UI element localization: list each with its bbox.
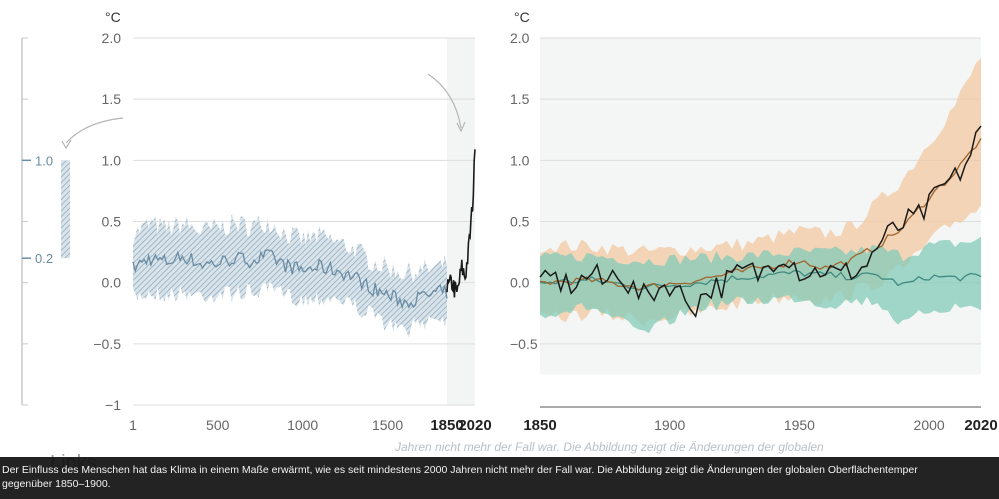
right-y-tick-label: 0.0 (510, 275, 530, 291)
observed-line-left (446, 149, 476, 298)
side-bar-high-label: 1.0 (35, 153, 53, 168)
arrow-to-bar (65, 117, 124, 144)
left-x-tick-label: 500 (206, 417, 230, 433)
observed-line-right (539, 125, 982, 319)
left-x-tick-label: 1500 (372, 417, 403, 433)
human-natural-line (539, 137, 982, 291)
arrow-to-instrumental (427, 73, 462, 129)
left-x-tick-label: 1850 (430, 417, 463, 434)
left-y-tick-label: 0.5 (102, 214, 122, 230)
left-y-tick-label: 0.0 (102, 275, 122, 291)
left-unit-label: °C (105, 9, 121, 25)
left-x-tick-label: 1000 (287, 417, 318, 433)
ghost-text: Jahren nicht mehr der Fall war. Die Abbi… (395, 440, 824, 454)
caption-bar: Der Einfluss des Menschen hat das Klima … (0, 457, 999, 499)
right-y-tick-label: 1.5 (510, 91, 530, 107)
temperature-chart-figure: 2.01.51.00.50.0−0.5−1°C1 500 1000 1500 18502… (21, 9, 998, 434)
right-x-tick-label: 1950 (784, 417, 815, 433)
left-x-tick-label: 1 (129, 417, 137, 433)
caption-line-1: Der Einfluss des Menschen hat das Klima … (2, 464, 918, 476)
right-y-tick-label: 1.0 (510, 152, 530, 168)
left-y-tick-label: −1 (105, 397, 121, 413)
right-x-tick-label: 2000 (914, 417, 945, 433)
reconstruction-line (132, 249, 448, 310)
right-chart-panel: 2.0 1.5 1.0 0.5 0.0 −0.5 °C 1850 1900 1950 2000 202… (510, 9, 998, 434)
caption-line-2: gegenüber 1850–1900. (2, 478, 111, 490)
arrow-to-instrumental-head (456, 121, 466, 133)
left-chart-panel: 2.01.51.00.50.0−0.5−1°C1 500 1000 1500 18502… (21, 9, 492, 434)
right-x-tick-label: 1850 (523, 417, 556, 434)
right-y-tick-label: 0.5 (510, 214, 530, 230)
warming-range-bar (61, 160, 70, 259)
left-y-tick-label: 1.0 (102, 152, 122, 168)
left-y-tick-label: 2.0 (102, 30, 122, 46)
reconstruction-uncertainty-band (133, 213, 447, 338)
natural-only-band (540, 236, 981, 334)
left-x-tick-label: 2020 (458, 417, 491, 434)
side-bar-low-label: 0.2 (35, 251, 53, 266)
arrow-to-bar-head (61, 139, 72, 150)
left-y-tick-label: −0.5 (93, 336, 121, 352)
right-y-tick-label: 2.0 (510, 30, 530, 46)
right-x-tick-label: 2020 (964, 417, 997, 434)
left-y-tick-label: 1.5 (102, 91, 122, 107)
right-unit-label: °C (514, 9, 530, 25)
right-x-tick-label: 1900 (654, 417, 685, 433)
right-y-tick-label: −0.5 (510, 336, 538, 352)
